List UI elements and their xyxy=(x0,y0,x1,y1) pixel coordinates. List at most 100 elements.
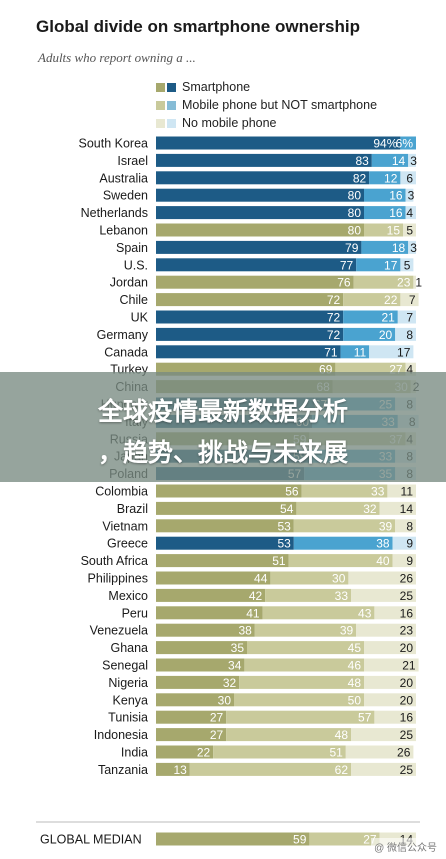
bar-mobile-spain xyxy=(361,240,409,254)
category-label-u-s: U.S. xyxy=(124,258,148,272)
bar-mobile-senegal xyxy=(244,658,364,672)
value-label-none-india: 26 xyxy=(397,746,411,760)
bar-none-tanzania xyxy=(351,762,416,776)
value-label-none-kenya: 20 xyxy=(400,693,414,707)
value-label-none-canada: 17 xyxy=(397,345,411,359)
category-label-lebanon: Lebanon xyxy=(99,224,148,238)
bar-none-south-africa xyxy=(392,554,416,568)
category-label-jordan: Jordan xyxy=(110,276,148,290)
legend-label-mobile: Mobile phone but NOT smartphone xyxy=(182,98,378,112)
category-label-tanzania: Tanzania xyxy=(98,763,148,777)
value-label-mobile-australia: 12 xyxy=(384,171,398,185)
bar-smartphone-tunisia xyxy=(156,710,227,724)
bar-smartphone-nigeria xyxy=(156,675,240,689)
value-label-none-turkey: 4 xyxy=(406,363,413,377)
bar-mobile-brazil xyxy=(296,501,380,515)
value-label-smartphone-india: 22 xyxy=(197,746,211,760)
bar-mobile-canada xyxy=(340,345,370,359)
value-label-smartphone-uk: 72 xyxy=(327,311,341,325)
bar-mobile-peru xyxy=(262,606,375,620)
bar-smartphone-australia xyxy=(156,171,370,185)
category-label-canada: Canada xyxy=(104,345,148,359)
value-label-none-south-africa: 9 xyxy=(406,554,413,568)
value-label-none-israel: 3 xyxy=(410,154,417,168)
value-label-smartphone-south-africa: 51 xyxy=(272,554,286,568)
value-label-mobile-spain: 18 xyxy=(392,241,406,255)
bar-smartphone-india xyxy=(156,745,214,759)
value-label-none-vietnam: 8 xyxy=(406,519,413,533)
bar-none-kenya xyxy=(364,693,416,707)
bar-smartphone-brazil xyxy=(156,501,297,515)
value-label-mobile-tanzania: 62 xyxy=(335,763,349,777)
bar-none-chile xyxy=(400,293,419,307)
bar-none-vietnam xyxy=(395,519,416,533)
bar-smartphone-indonesia xyxy=(156,728,227,742)
value-label-smartphone-israel: 83 xyxy=(355,154,369,168)
bar-smartphone-spain xyxy=(156,240,362,254)
category-label-venezuela: Venezuela xyxy=(90,624,148,638)
value-label-mobile-jordan: 23 xyxy=(397,276,411,290)
legend-item-smartphone: Smartphone xyxy=(156,80,250,94)
category-label-peru: Peru xyxy=(122,606,148,620)
legend-swatch-advanced-none xyxy=(167,118,176,128)
bar-smartphone-venezuela xyxy=(156,623,255,637)
category-label-india: India xyxy=(121,746,148,760)
value-label-smartphone-australia: 82 xyxy=(353,171,367,185)
bar-mobile-global-median xyxy=(309,832,380,846)
value-label-mobile-peru: 43 xyxy=(358,606,372,620)
legend-swatch-emerging-none xyxy=(156,118,165,128)
value-label-none-nigeria: 20 xyxy=(400,676,414,690)
bar-mobile-germany xyxy=(343,327,396,341)
category-label-nigeria: Nigeria xyxy=(108,676,148,690)
bar-none-greece xyxy=(392,536,416,550)
value-label-smartphone-chile: 72 xyxy=(327,293,341,307)
category-label-greece: Greece xyxy=(107,537,148,551)
value-label-smartphone-brazil: 54 xyxy=(280,502,294,516)
category-label-vietnam: Vietnam xyxy=(102,519,148,533)
bar-none-philippines xyxy=(348,571,416,585)
value-label-smartphone-philippines: 44 xyxy=(254,572,268,586)
value-label-smartphone-indonesia: 27 xyxy=(210,728,224,742)
bar-mobile-ghana xyxy=(247,641,364,655)
value-label-mobile-ghana: 45 xyxy=(348,641,362,655)
bar-none-venezuela xyxy=(356,623,416,637)
value-label-smartphone-germany: 72 xyxy=(327,328,341,342)
value-label-mobile-indonesia: 48 xyxy=(335,728,349,742)
value-label-none-indonesia: 25 xyxy=(400,728,414,742)
value-label-smartphone-jordan: 76 xyxy=(337,276,351,290)
bar-none-colombia xyxy=(387,484,416,498)
bar-none-israel xyxy=(408,153,416,167)
bar-none-u-s xyxy=(400,258,414,272)
bar-mobile-indonesia xyxy=(226,728,351,742)
bar-smartphone-jordan xyxy=(156,275,354,289)
value-label-none-greece: 9 xyxy=(406,537,413,551)
category-label-israel: Israel xyxy=(117,154,148,168)
legend-swatch-advanced-smartphone xyxy=(167,82,176,92)
bar-mobile-sweden xyxy=(364,188,406,202)
value-label-none-spain: 3 xyxy=(410,241,417,255)
bar-smartphone-senegal xyxy=(156,658,245,672)
bar-smartphone-south-korea xyxy=(156,136,401,150)
bar-mobile-israel xyxy=(371,153,409,167)
bar-mobile-tanzania xyxy=(189,762,351,776)
overlay-headline-line2: ，趋势、挑战与未来展 xyxy=(97,438,348,467)
category-label-germany: Germany xyxy=(97,328,149,342)
headline-overlay xyxy=(0,372,446,482)
value-label-smartphone-greece: 53 xyxy=(277,537,291,551)
bar-mobile-colombia xyxy=(301,484,388,498)
value-label-mobile-canada: 11 xyxy=(354,345,367,359)
bar-mobile-lebanon xyxy=(364,223,403,237)
value-label-smartphone-tunisia: 27 xyxy=(210,711,224,725)
bar-mobile-australia xyxy=(369,171,401,185)
value-label-smartphone-mexico: 42 xyxy=(249,589,263,603)
value-label-none-ghana: 20 xyxy=(400,641,414,655)
bar-none-brazil xyxy=(379,501,416,515)
legend-label-smartphone: Smartphone xyxy=(182,80,251,94)
value-label-smartphone-sweden: 80 xyxy=(348,189,362,203)
value-label-mobile-israel: 14 xyxy=(392,154,406,168)
bar-smartphone-lebanon xyxy=(156,223,364,237)
value-label-none-uk: 7 xyxy=(406,311,413,325)
category-label-south-korea: South Korea xyxy=(79,137,149,151)
value-label-none-tunisia: 16 xyxy=(400,711,414,725)
value-label-none-tanzania: 25 xyxy=(400,763,414,777)
